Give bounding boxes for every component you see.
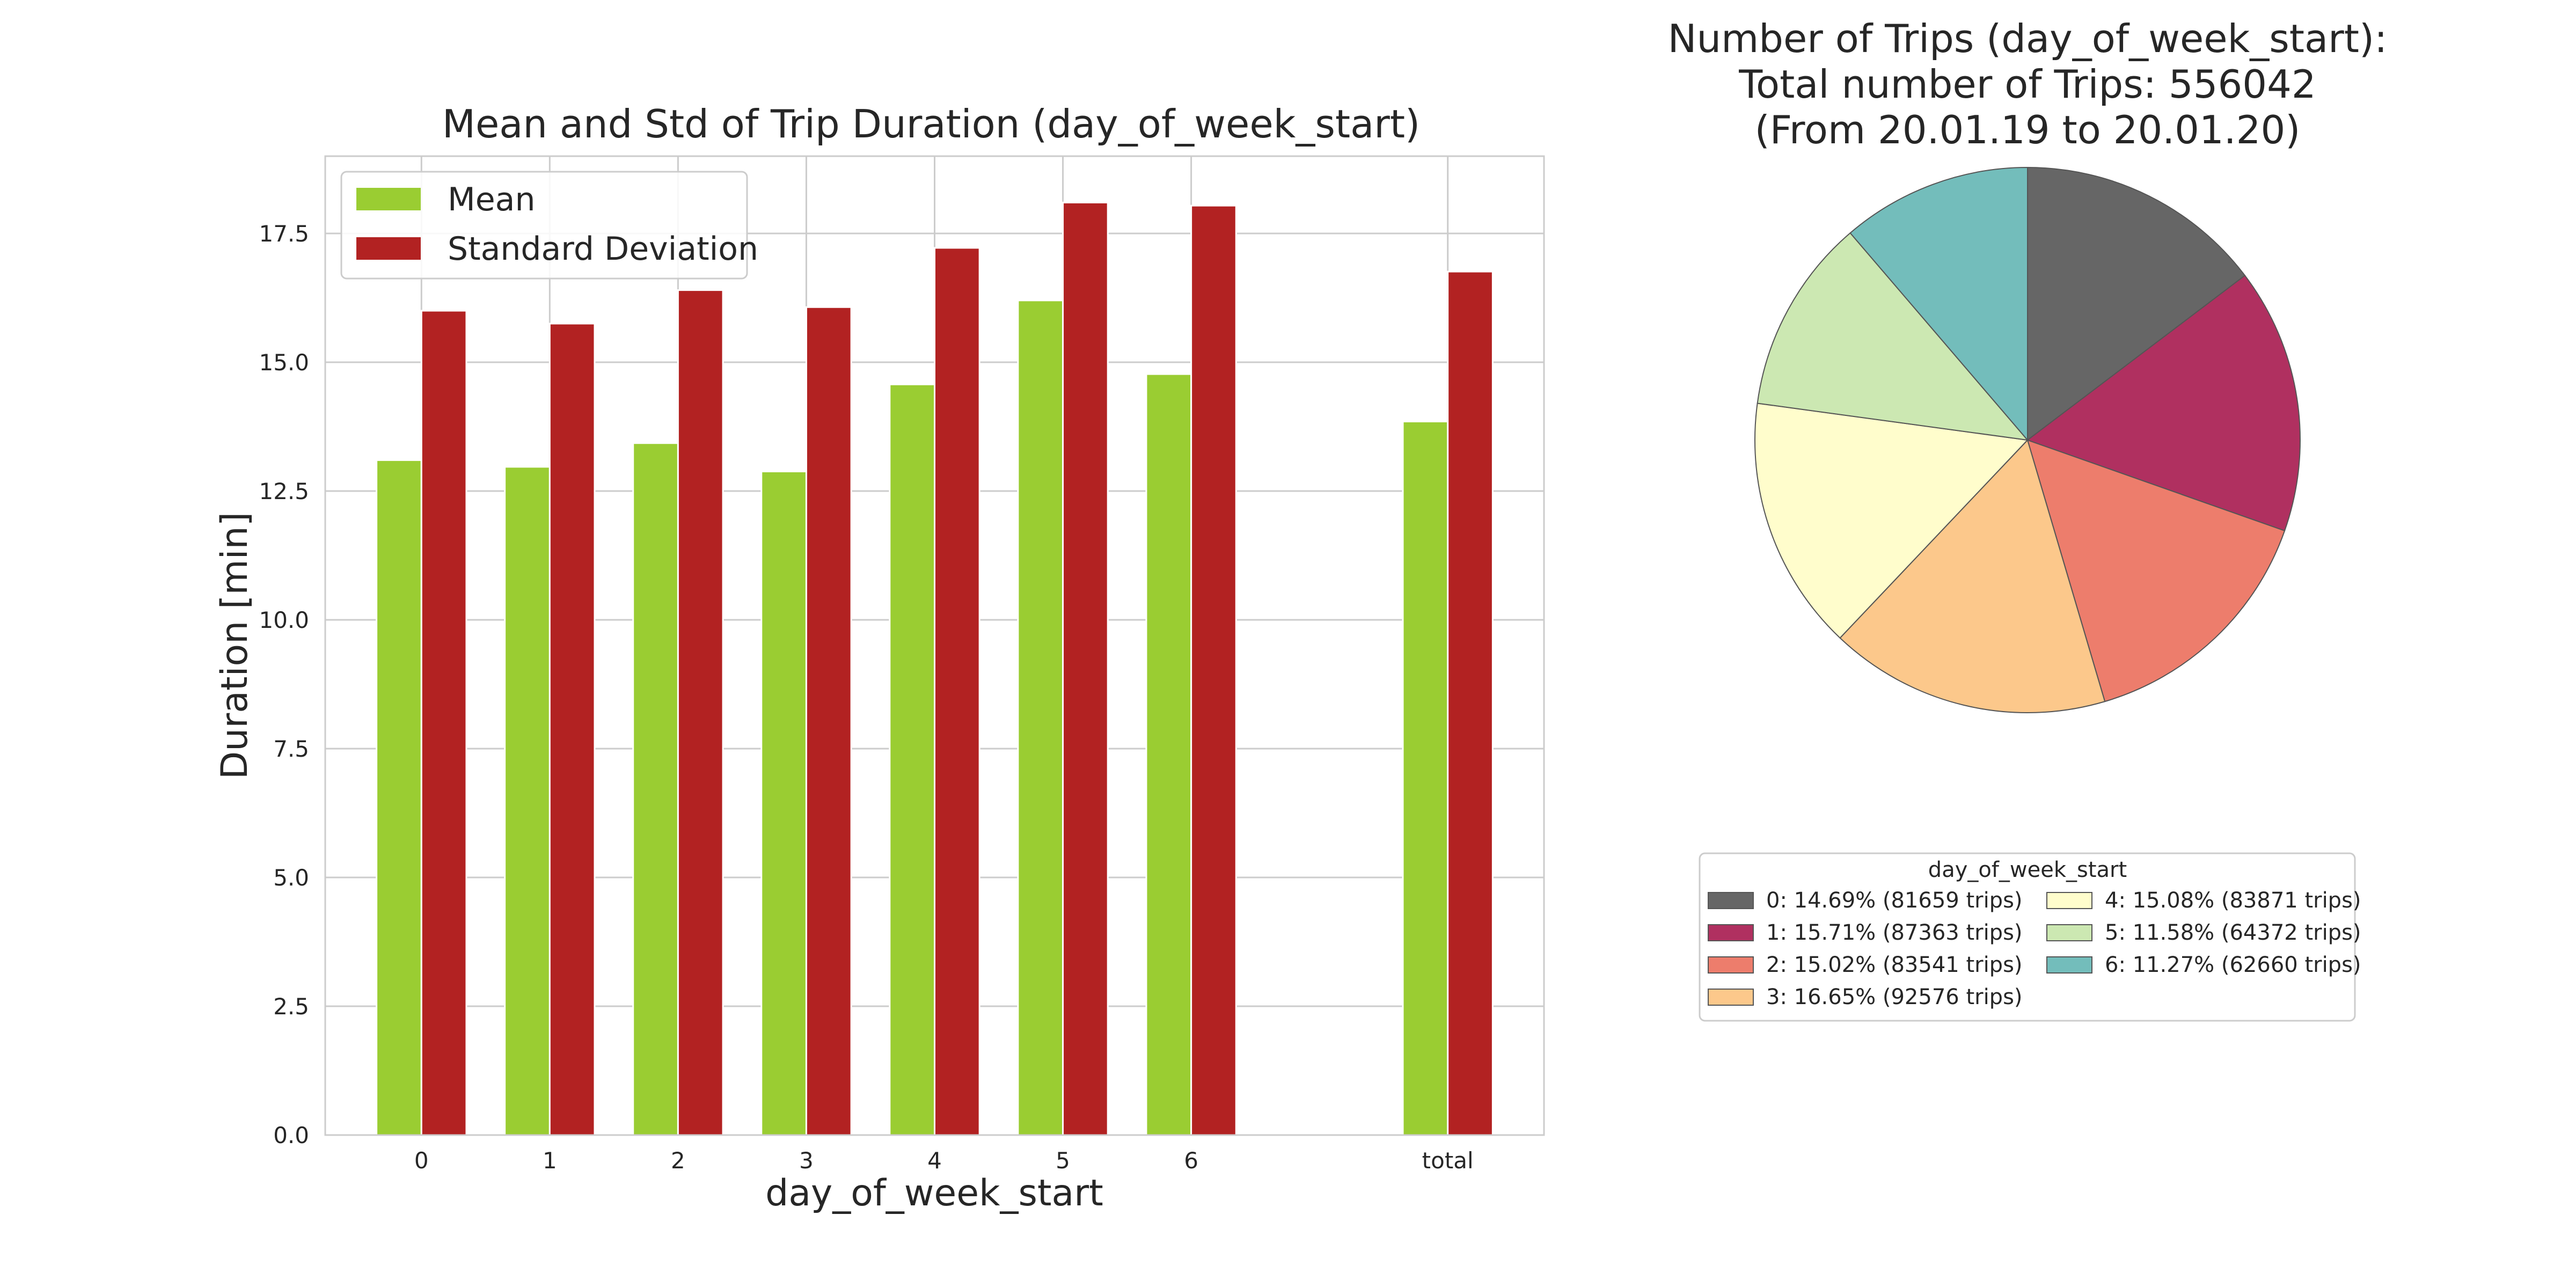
y-tick-label: 10.0	[259, 607, 309, 633]
x-tick-label: 2	[671, 1147, 685, 1174]
pie-legend-title: day_of_week_start	[1928, 858, 2127, 882]
x-tick-label: 5	[1056, 1147, 1070, 1174]
std-bar-4	[934, 247, 980, 1136]
pie-legend-swatch-1	[1708, 924, 1754, 941]
bars	[376, 201, 1494, 1136]
std-bar-total	[1447, 270, 1494, 1136]
pie-legend-swatch-4	[2046, 892, 2092, 909]
plot-frame	[324, 155, 1545, 1136]
pie-slice-3	[1839, 439, 2106, 713]
std-bar-1	[548, 323, 596, 1136]
pie-legend-label-3: 3: 16.65% (92576 trips)	[1766, 985, 2023, 1009]
std-bar-6	[1190, 204, 1237, 1136]
pie-legend-label-0: 0: 14.69% (81659 trips)	[1766, 888, 2023, 913]
pie-slice-6	[1849, 166, 2028, 442]
y-axis-label: Duration [min]	[214, 512, 256, 779]
pie-title-line-3: (From 20.01.19 to 20.01.20)	[1755, 107, 2301, 152]
y-tick-label: 2.5	[273, 993, 309, 1020]
bar-chart: Mean and Std of Trip Duration (day_of_we…	[214, 101, 1545, 1214]
mean-bar-2	[632, 442, 679, 1136]
y-tick-label: 7.5	[273, 736, 309, 762]
x-tick-label: 3	[799, 1147, 814, 1174]
pie-legend-swatch-2	[1708, 956, 1754, 974]
pie-slice-0	[2027, 166, 2246, 442]
y-tick-label: 5.0	[273, 865, 309, 891]
mean-bar-1	[504, 466, 551, 1136]
pie-legend-swatch-0	[1708, 892, 1754, 909]
mean-bar-3	[760, 471, 807, 1136]
pie-title-line-1: Number of Trips (day_of_week_start):	[1668, 16, 2388, 61]
y-tick-label: 0.0	[273, 1122, 309, 1148]
mean-bar-6	[1145, 373, 1192, 1136]
y-tick-label: 15.0	[259, 349, 309, 376]
mean-bar-0	[376, 459, 422, 1136]
pie-legend: day_of_week_start 0: 14.69% (81659 trips…	[1699, 852, 2361, 1022]
pie-legend-swatch-5	[2046, 924, 2092, 941]
std-bar-0	[420, 310, 467, 1136]
bar-legend: Mean Standard Deviation	[340, 171, 758, 280]
pie-legend-frame	[1699, 852, 2356, 1022]
x-axis-label: day_of_week_start	[765, 1172, 1103, 1214]
y-tick-labels: 0.0 2.5 5.0 7.5 10.0 12.5 15.0 17.5	[259, 221, 309, 1148]
x-tick-label: 1	[543, 1147, 557, 1174]
std-bar-5	[1062, 201, 1109, 1136]
legend-label-mean: Mean	[448, 181, 535, 218]
x-tick-label: 4	[927, 1147, 942, 1174]
legend-label-std: Standard Deviation	[448, 230, 758, 268]
bar-chart-title: Mean and Std of Trip Duration (day_of_we…	[442, 101, 1420, 147]
mean-bar-total	[1402, 420, 1449, 1136]
x-tick-label: total	[1422, 1147, 1474, 1174]
pie-slice-4	[1754, 402, 2029, 639]
pie-slice-2	[2026, 439, 2286, 702]
x-tick-labels: 0 1 2 3 4 5 6 total	[414, 1147, 1474, 1174]
pie-legend-label-2: 2: 15.02% (83541 trips)	[1766, 953, 2023, 977]
mean-bar-4	[889, 383, 935, 1136]
std-bar-2	[677, 289, 724, 1136]
pie-legend-swatch-3	[1708, 989, 1754, 1006]
pie-legend-swatch-6	[2046, 956, 2092, 974]
legend-frame	[340, 171, 748, 280]
y-tick-label: 17.5	[259, 221, 309, 247]
pie-chart: Number of Trips (day_of_week_start): Tot…	[1668, 16, 2388, 1022]
pie-legend-items: 0: 14.69% (81659 trips) 1: 15.71% (87363 …	[1708, 888, 2361, 1009]
pie-legend-label-4: 4: 15.08% (83871 trips)	[2105, 888, 2361, 913]
pie-legend-label-5: 5: 11.58% (64372 trips)	[2105, 920, 2361, 945]
std-bar-3	[805, 306, 852, 1136]
pie-legend-label-6: 6: 11.27% (62660 trips)	[2105, 953, 2361, 977]
legend-swatch-std	[356, 237, 421, 260]
x-tick-label: 6	[1184, 1147, 1198, 1174]
mean-bar-5	[1017, 299, 1064, 1136]
pie-legend-label-1: 1: 15.71% (87363 trips)	[1766, 920, 2023, 945]
x-tick-label: 0	[414, 1147, 429, 1174]
pie-slice-1	[2026, 274, 2301, 532]
pie-title-line-2: Total number of Trips: 556042	[1738, 62, 2316, 107]
legend-swatch-mean	[356, 188, 421, 210]
pie-slices	[1754, 166, 2301, 713]
pie-slice-5	[1757, 232, 2029, 441]
y-tick-label: 12.5	[259, 478, 309, 504]
